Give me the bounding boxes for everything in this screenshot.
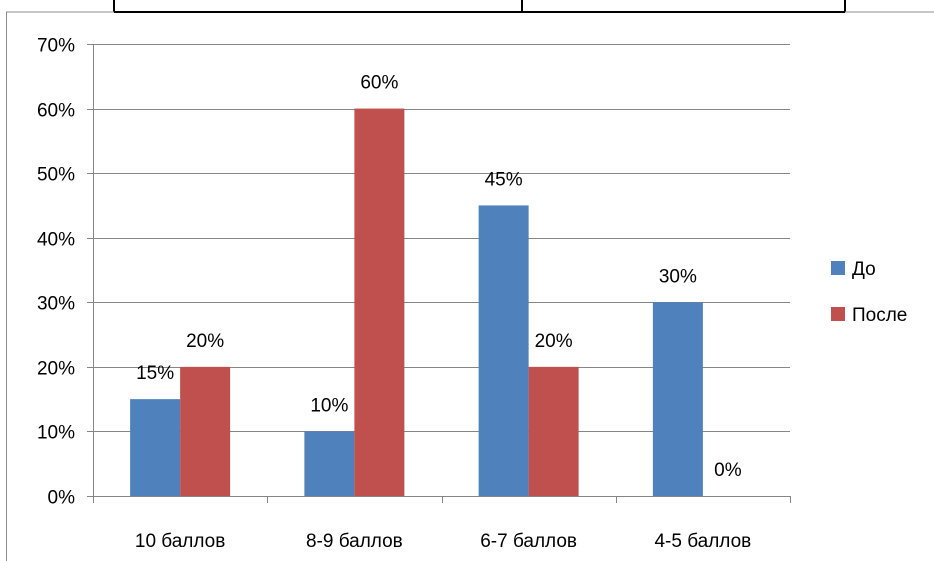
legend-label: После: [852, 305, 907, 326]
y-tick-label: 40%: [37, 230, 75, 251]
y-tick-label: 60%: [37, 101, 75, 122]
y-tick-label: 10%: [37, 423, 75, 444]
axes: [93, 44, 790, 497]
legend-label: До: [852, 259, 876, 280]
x-axis-categories: 10 баллов 8-9 баллов 6-7 баллов 4-5 баллов: [93, 496, 791, 552]
bar-do: [130, 399, 181, 496]
data-label: 20%: [186, 331, 224, 352]
y-axis-ticks: 0% 10% 20% 30% 40% 50% 60% 70%: [37, 36, 93, 509]
bar-do: [478, 205, 529, 496]
bar-posle: [180, 366, 231, 496]
y-tick-label: 70%: [37, 36, 75, 57]
data-label: 10%: [310, 395, 348, 416]
x-category-label: 10 баллов: [135, 531, 225, 552]
x-category-label: 6-7 баллов: [480, 531, 577, 552]
legend-swatch: [831, 261, 845, 275]
y-tick-label: 0%: [48, 488, 76, 509]
data-label: 45%: [485, 169, 523, 190]
x-category-label: 8-9 баллов: [306, 531, 403, 552]
bar-do: [652, 302, 703, 496]
data-label: 15%: [136, 363, 174, 384]
data-label: 20%: [535, 331, 573, 352]
bar-posle: [528, 366, 579, 496]
bars: [130, 108, 703, 497]
data-label: 30%: [659, 266, 697, 287]
x-category-label: 4-5 баллов: [654, 531, 751, 552]
y-tick-label: 20%: [37, 359, 75, 380]
bar-do: [304, 431, 355, 496]
y-tick-label: 50%: [37, 165, 75, 186]
data-label: 60%: [360, 73, 398, 94]
data-label: 0%: [714, 460, 742, 481]
legend-swatch: [831, 307, 845, 321]
legend: До После: [831, 259, 907, 326]
bar-posle: [354, 108, 405, 497]
y-tick-label: 30%: [37, 294, 75, 315]
data-labels: 15% 20% 10% 60% 45% 20% 30% 0%: [136, 73, 742, 481]
